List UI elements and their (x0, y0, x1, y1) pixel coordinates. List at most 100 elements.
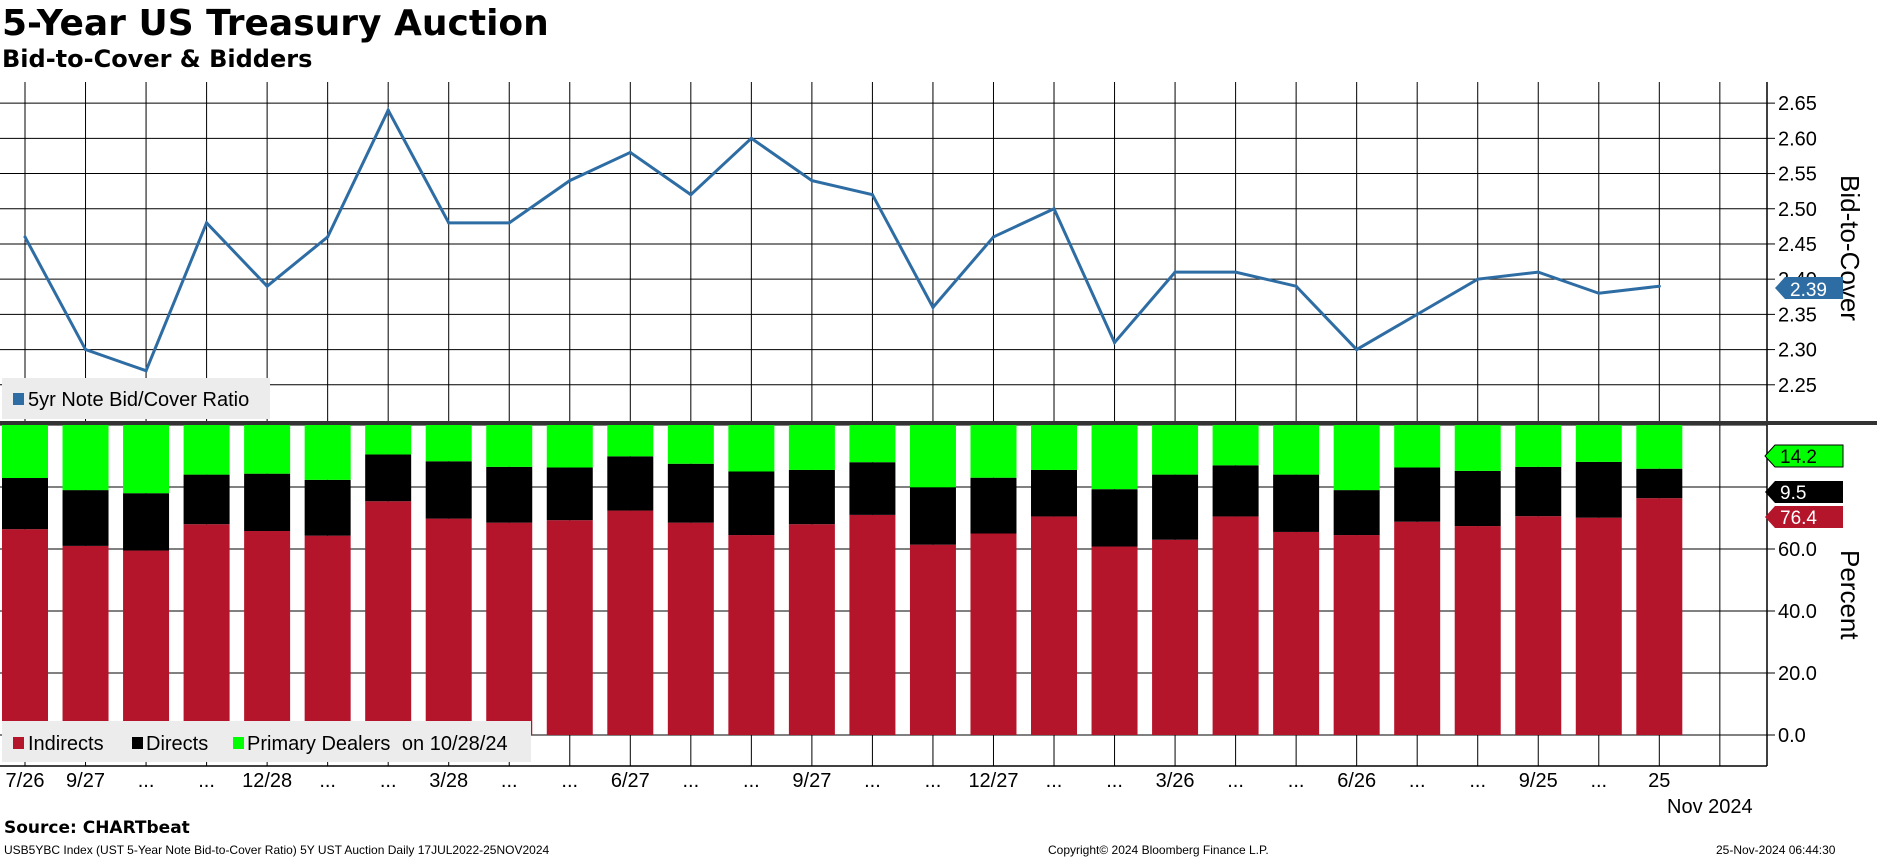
bid-cover-point (1234, 270, 1238, 274)
primary-dealers-bar (1515, 425, 1562, 467)
indirects-bar (607, 510, 654, 735)
x-tick-label: ... (864, 770, 881, 792)
directs-last-value-marker: 9.5 (1765, 481, 1843, 504)
x-tick-label: 9/25 (1519, 770, 1558, 792)
bid-cover-point (1052, 207, 1056, 211)
x-tick-label: ... (743, 770, 760, 792)
bid-cover-point (144, 369, 148, 373)
line-last-value-marker: 2.39 (1775, 277, 1843, 301)
stacked-bar-series (2, 424, 1683, 735)
bid-cover-point (23, 235, 27, 239)
primary-dealers-last-value-marker: 14.2 (1764, 444, 1844, 468)
primary-dealers-bar (486, 425, 533, 467)
top-y-tick-label: 2.25 (1778, 375, 1817, 397)
bid-cover-point (507, 221, 511, 225)
bid-cover-point (1294, 284, 1298, 288)
directs-bar (607, 456, 654, 511)
line-legend-label: 5yr Note Bid/Cover Ratio (28, 389, 249, 411)
indirects-legend-label: Indirects (28, 733, 104, 755)
chart-title: 5-Year US Treasury Auction (2, 3, 549, 44)
bid-cover-point (1476, 277, 1480, 281)
footer-copyright: Copyright© 2024 Bloomberg Finance L.P. (1048, 843, 1269, 857)
directs-bar (123, 493, 170, 551)
indirects-legend-swatch (13, 737, 24, 749)
x-tick-label: 6/27 (611, 770, 650, 792)
top-y-tick-label: 2.45 (1778, 234, 1817, 256)
directs-bar (1575, 461, 1622, 518)
primary-dealers-last-value-label: 14.2 (1780, 447, 1817, 468)
indirects-bar (1636, 498, 1683, 735)
indirects-bar (62, 545, 109, 735)
indirects-bar (849, 514, 896, 735)
indirects-bar (2, 529, 48, 735)
bid-cover-point (386, 108, 390, 112)
primary-dealers-bar (304, 425, 351, 480)
directs-bar (1454, 470, 1501, 527)
indirects-bar (728, 535, 775, 735)
directs-bar (667, 463, 714, 523)
x-tick-label: 12/27 (968, 770, 1018, 792)
primary-dealers-legend-label: Primary Dealers on 10/28/24 (247, 733, 508, 755)
directs-legend-swatch (132, 737, 143, 749)
indirects-bar (425, 518, 472, 735)
x-tick-label: ... (319, 770, 336, 792)
indirects-bar (183, 524, 230, 735)
top-y-tick-label: 2.55 (1778, 164, 1817, 186)
x-tick-label: 6/26 (1337, 770, 1376, 792)
top-y-tick-label: 2.60 (1778, 128, 1817, 150)
bid-cover-point (1415, 312, 1419, 316)
directs-bar (365, 454, 412, 502)
primary-dealers-bar (62, 425, 109, 491)
indirects-bar (1212, 516, 1259, 735)
bid-cover-point (991, 235, 995, 239)
bid-cover-point (1113, 341, 1117, 345)
bid-cover-point (870, 193, 874, 197)
x-tick-label: 12/28 (242, 770, 292, 792)
x-axis-year-label: Nov 2024 (1667, 796, 1753, 818)
top-y-tick-label: 2.65 (1778, 93, 1817, 115)
bid-cover-point (1173, 270, 1177, 274)
indirects-bar (1394, 521, 1441, 735)
bid-cover-point (1597, 291, 1601, 295)
x-tick-label: ... (380, 770, 397, 792)
x-tick-label: ... (1409, 770, 1426, 792)
bid-cover-point (326, 235, 330, 239)
primary-dealers-bar (1394, 425, 1441, 468)
indirects-bar (970, 533, 1017, 735)
x-tick-label: ... (1106, 770, 1123, 792)
directs-bar (1031, 469, 1078, 517)
bid-cover-point (568, 179, 572, 183)
bid-cover-point (1657, 284, 1661, 288)
indirects-bar (1273, 531, 1320, 735)
line-legend: 5yr Note Bid/Cover Ratio (2, 378, 270, 419)
primary-dealers-bar (849, 425, 896, 463)
bottom-y-tick-label: 0.0 (1778, 725, 1806, 747)
directs-bar (1333, 490, 1380, 536)
directs-bar (849, 462, 896, 515)
footer-index-description: USB5YBC Index (UST 5-Year Note Bid-to-Co… (4, 843, 550, 857)
directs-bar (728, 471, 775, 536)
x-tick-label: 9/27 (66, 770, 105, 792)
directs-bar (2, 478, 48, 530)
directs-bar (970, 477, 1017, 534)
bottom-y-tick-label: 60.0 (1778, 539, 1817, 561)
primary-dealers-bar (1333, 425, 1380, 491)
indirects-bar (1152, 539, 1199, 735)
directs-bar (1212, 465, 1259, 517)
directs-bar (1273, 474, 1320, 532)
x-tick-label: ... (1046, 770, 1063, 792)
x-tick-label: 25 (1648, 770, 1670, 792)
footer-timestamp: 25-Nov-2024 06:44:30 (1716, 843, 1836, 857)
x-tick-label: 3/28 (429, 770, 468, 792)
primary-dealers-bar (1636, 424, 1683, 469)
bid-cover-line-series (23, 106, 1661, 373)
bid-cover-point (1355, 348, 1359, 352)
primary-dealers-bar (788, 425, 835, 470)
x-tick-label: ... (1288, 770, 1305, 792)
primary-dealers-bar (546, 425, 593, 468)
primary-dealers-bar (1031, 425, 1078, 470)
indirects-bar (1575, 517, 1622, 735)
indirects-last-value-marker: 76.4 (1765, 506, 1843, 529)
primary-dealers-bar (1152, 425, 1199, 475)
primary-dealers-bar (970, 425, 1017, 478)
